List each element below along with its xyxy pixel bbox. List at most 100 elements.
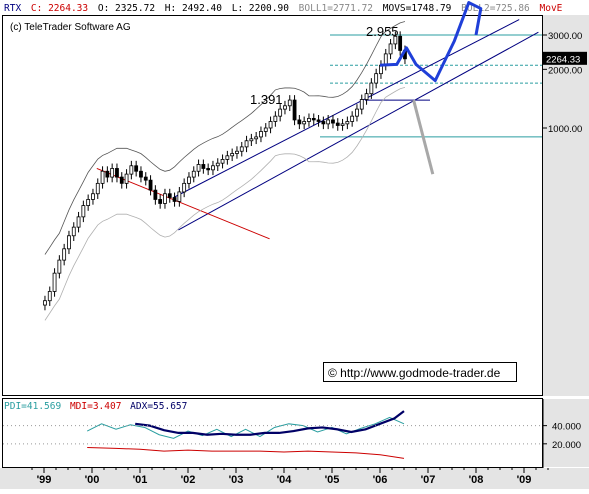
candle-body	[177, 191, 182, 202]
candle-body	[297, 119, 302, 125]
time-tick-label: '05	[325, 474, 340, 486]
candle-body	[115, 168, 119, 178]
candle-body	[350, 115, 355, 122]
header-low: L: 2200.90	[232, 3, 289, 14]
header-open: O: 2325.72	[98, 3, 155, 14]
indicator-legend: PDI=41.569 MDI=3.407 ADX=55.657	[4, 401, 187, 412]
time-axis: '99 '00 '01 '02 '03 '04 '05 '06 '07 '08 '09	[31, 468, 549, 486]
candle-body	[196, 164, 201, 172]
peak-2004-annotation: 1.391	[250, 92, 283, 107]
candle-body	[86, 199, 91, 206]
candle-body	[268, 121, 273, 129]
candle-body	[143, 176, 148, 181]
candle-body	[153, 189, 158, 200]
candle-body	[182, 182, 187, 193]
candle-body	[388, 43, 393, 55]
header-high: H: 2492.40	[165, 3, 222, 14]
candle-body	[292, 99, 297, 121]
time-tick-label: '03	[229, 474, 244, 486]
candle-body	[139, 170, 143, 178]
peak-high-annotation: 2.955	[366, 24, 399, 39]
projection-layer	[379, 1, 483, 175]
candle-body	[95, 182, 100, 195]
candle-body	[254, 136, 259, 140]
candle-body	[67, 235, 71, 250]
time-tick-label: '08	[469, 474, 484, 486]
candle-body	[158, 199, 163, 204]
indicator-tick-label: 20.000	[552, 440, 581, 451]
time-tick-label: '07	[421, 474, 436, 486]
candle-body	[71, 226, 76, 237]
indicator-layer	[3, 410, 542, 459]
candle-body	[230, 153, 235, 157]
candle-body	[187, 176, 191, 184]
candle-body	[124, 173, 129, 184]
mdi-label: MDI=3.407	[70, 401, 121, 412]
indicator-series-line	[87, 446, 405, 459]
indicator-series-line	[135, 410, 405, 436]
candle-body	[62, 248, 67, 261]
watermark-text: © http://www.godmode-trader.de	[328, 366, 501, 380]
candle-body	[263, 127, 268, 132]
candle-body	[239, 146, 244, 152]
price-plot-frame	[2, 15, 543, 396]
time-tick-label: '02	[181, 474, 196, 486]
candle-body	[359, 99, 364, 110]
candle-body	[335, 122, 340, 126]
copyright-text: (c) TeleTrader Software AG	[10, 22, 131, 33]
candle-body	[326, 119, 331, 125]
time-tick-label: '09	[517, 474, 532, 486]
candle-body	[100, 170, 105, 184]
channel-lower-line	[178, 31, 539, 231]
bollinger-upper-band	[44, 21, 406, 255]
header-move: MovE	[540, 3, 563, 14]
candle-body	[364, 93, 369, 100]
price-tick-label: 2000.00	[548, 65, 582, 76]
last-price-label: 2264.33	[546, 54, 580, 65]
indicator-axis: 40.000 20.000	[543, 422, 581, 451]
price-axis-panel	[543, 15, 589, 396]
candle-body	[105, 170, 110, 178]
indicator-axis-panel	[543, 399, 589, 467]
candle-body	[374, 73, 379, 84]
candle-body	[134, 165, 139, 172]
header-line: RTX C: 2264.33 O: 2325.72 H: 2492.40 L: …	[4, 3, 563, 14]
candle-body	[52, 272, 57, 292]
candle-body	[148, 179, 153, 191]
candles	[43, 31, 407, 311]
alternative-scenario-line	[412, 99, 435, 175]
candle-body	[206, 168, 211, 171]
candle-body	[91, 193, 95, 200]
bollinger-lower-band	[44, 87, 406, 321]
candle-body	[398, 35, 403, 51]
header-boll1: BOLL1=2771.72	[299, 3, 373, 14]
candle-body	[191, 170, 196, 178]
candle-body	[316, 119, 321, 122]
candle-body	[287, 99, 292, 107]
candle-body	[47, 291, 52, 302]
candle-body	[119, 176, 124, 184]
candle-body	[321, 121, 326, 125]
candle-body	[249, 138, 254, 142]
candle-body	[163, 193, 167, 204]
candle-body	[225, 155, 230, 160]
projection-line	[379, 1, 483, 83]
time-tick-label: '00	[85, 474, 100, 486]
price-axis: 3000.00 2000.00 1000.00 2264.33	[543, 31, 587, 135]
horizontal-level-lines	[320, 34, 542, 138]
candle-body	[393, 35, 398, 45]
candle-body	[172, 197, 177, 202]
time-tick-label: '99	[37, 474, 52, 486]
candle-body	[220, 159, 225, 164]
candle-body	[57, 259, 62, 274]
channel-upper-line	[173, 19, 520, 198]
candle-body	[129, 165, 134, 175]
candle-body	[345, 121, 350, 125]
candle-body	[340, 123, 345, 126]
bollinger-bands	[44, 21, 406, 321]
header-boll2: BOLL2=725.86	[461, 3, 530, 14]
candle-body	[302, 121, 307, 125]
time-tick-label: '04	[277, 474, 293, 486]
candle-body	[244, 140, 249, 148]
